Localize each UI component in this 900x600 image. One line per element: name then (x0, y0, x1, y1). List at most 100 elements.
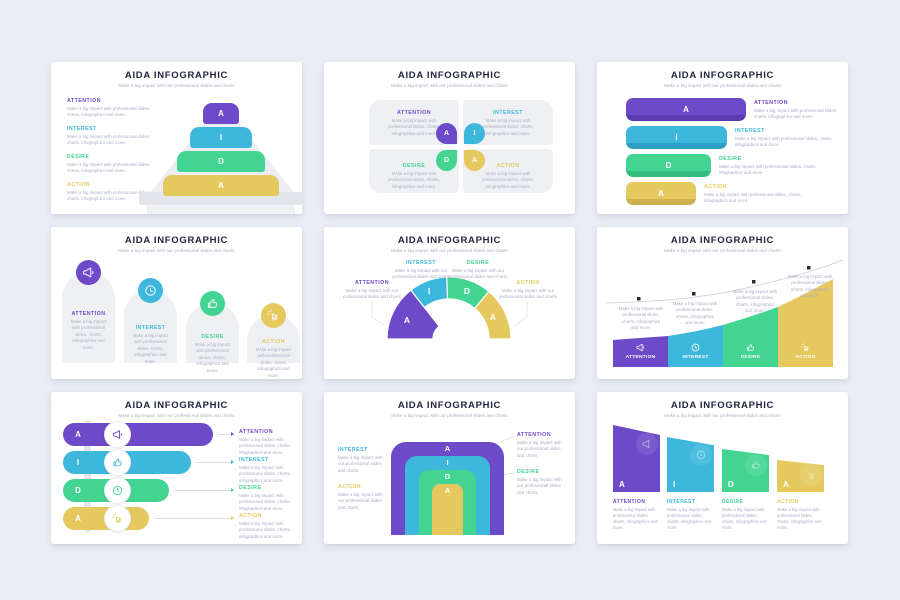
point-desc-interest: Make a big impact with professional slid… (672, 301, 718, 326)
step-label: ACTION (496, 163, 520, 169)
slide-pyramid[interactable]: AIDA INFOGRAPHIC Make a big impact with … (51, 62, 302, 214)
step-desc: Make a big impact with professional slid… (255, 347, 292, 378)
step-block-interest: INTEREST Make a big impact with professi… (667, 499, 714, 531)
step-label: ATTENTION (67, 98, 101, 104)
step-block-interest: INTEREST Make a big impact with our prof… (391, 260, 451, 281)
step-block-interest: INTEREST Make a big impact with professi… (239, 457, 297, 484)
step-label: ACTION (261, 339, 285, 345)
slide-half-donut[interactable]: AIDA INFOGRAPHIC Make a big impact with … (324, 227, 575, 379)
step-block-attention: ATTENTION Make a big impact with profess… (239, 429, 297, 456)
step-desc: Make a big impact with professional slid… (754, 108, 838, 120)
step-label: ATTENTION (613, 499, 646, 505)
slide-quadrants[interactable]: AIDA INFOGRAPHIC Make a big impact with … (324, 62, 575, 214)
slide-funnel-bars[interactable]: AIDA INFOGRAPHIC Make a big impact with … (597, 62, 848, 214)
quadrant-attention: ATTENTION Make a big impact with profess… (369, 100, 459, 145)
petal-action: A (464, 150, 485, 171)
step-label: INTEREST (493, 110, 523, 116)
step-block-interest: INTEREST Make a big impact with professi… (67, 126, 151, 147)
bar-letter: D (75, 486, 81, 495)
slide-pill-bars[interactable]: AIDA INFOGRAPHIC Make a big impact with … (51, 392, 302, 544)
step-label: ACTION (338, 484, 362, 490)
arc-letter-desire: D (463, 286, 471, 296)
slide-subtitle: Make a big impact with our professional … (118, 82, 235, 88)
block-action (777, 460, 824, 492)
step-label: DESIRE (722, 499, 744, 505)
step-desc: Make a big impact with our professional … (338, 492, 383, 510)
point-desc-desire: Make a big impact with professional slid… (732, 289, 778, 314)
slide-stair-blocks[interactable]: AIDA INFOGRAPHIC Make a big impact with … (597, 392, 848, 544)
megaphone-icon (104, 421, 131, 448)
step-label: ATTENTION (239, 429, 273, 435)
slide-subtitle: Make a big impact with our professional … (391, 82, 508, 88)
step-desc: Make a big impact with professional slid… (67, 106, 151, 118)
step-desc: Make a big impact with professional slid… (722, 507, 767, 531)
step-label: ATTENTION (517, 432, 551, 438)
clock-icon (138, 278, 163, 303)
slide-arch-columns[interactable]: AIDA INFOGRAPHIC Make a big impact with … (51, 227, 302, 379)
slide-subtitle: Make a big impact with our professional … (391, 412, 508, 418)
petal-desire: D (436, 150, 457, 171)
step-desc: Make a big impact with our professional … (517, 440, 562, 458)
slide-growth-curve[interactable]: AIDA INFOGRAPHIC Make a big impact with … (597, 227, 848, 379)
funnel-bar-desire (626, 154, 711, 177)
step-label: DESIRE (239, 485, 262, 491)
megaphone-icon (636, 433, 658, 455)
step-label: INTEREST (239, 457, 269, 463)
step-desc: Make a big impact with professional slid… (388, 171, 440, 189)
step-desc: Make a big impact with our professional … (517, 477, 562, 495)
step-desc: Make a big impact with professional slid… (388, 118, 440, 136)
step-label: INTEREST (67, 126, 97, 132)
pyramid-tier-interest (190, 127, 252, 148)
step-block-attention: ATTENTION Make a big impact with profess… (754, 100, 840, 121)
slide-subtitle: Make a big impact with our professional … (391, 247, 508, 253)
cursor-click-icon (800, 342, 811, 353)
cursor-click-icon (800, 464, 822, 486)
bar-letter: I (675, 133, 678, 142)
petal-attention: A (436, 123, 457, 144)
slide-title: AIDA INFOGRAPHIC (124, 235, 229, 246)
band-label-interest: INTEREST (682, 355, 709, 360)
slide-title: AIDA INFOGRAPHIC (124, 70, 229, 81)
step-label: ATTENTION (397, 110, 431, 116)
step-label: INTEREST (667, 499, 696, 505)
thumbs-up-icon (745, 342, 756, 353)
pyramid-tier-desire (177, 151, 265, 172)
step-desc: Make a big impact with professional slid… (67, 134, 151, 146)
step-label: ACTION (777, 499, 799, 505)
pyramid-base-lower (147, 205, 295, 214)
step-desc: Make a big impact with professional slid… (482, 171, 534, 189)
step-label: ACTION (239, 513, 263, 519)
step-desc: Make a big impact with professional slid… (239, 465, 291, 483)
block-desire (722, 449, 769, 492)
block-letter: A (783, 480, 789, 489)
cursor-click-icon (261, 303, 286, 328)
arc-letter-attention: A (403, 315, 411, 325)
step-label: ACTION (704, 184, 728, 190)
tier-letter: I (219, 133, 223, 142)
nest-letter-action: A (444, 486, 451, 495)
slide-title: AIDA INFOGRAPHIC (397, 400, 502, 411)
step-desc: Make a big impact with professional slid… (239, 493, 291, 511)
pyramid-tier-action (163, 175, 279, 196)
funnel-bar-interest (626, 126, 727, 149)
half-donut-graphic (371, 276, 528, 340)
step-desc: Make a big impact with professional slid… (67, 190, 151, 202)
block-attention (613, 425, 660, 492)
bar-letter: D (665, 161, 672, 170)
step-desc: Make a big impact with professional slid… (482, 118, 534, 136)
slide-title: AIDA INFOGRAPHIC (670, 70, 775, 81)
step-label: ATTENTION (71, 311, 106, 317)
step-label: ATTENTION (754, 100, 788, 106)
step-desc: Make a big impact with professional slid… (777, 507, 822, 531)
point-desc-action: Make a big impact with professional slid… (787, 274, 833, 299)
step-label: INTEREST (406, 260, 436, 266)
cursor-click-icon (104, 505, 131, 532)
step-block-interest: INTEREST Make a big impact with our prof… (338, 447, 390, 474)
step-desc: Make a big impact with our professional … (449, 268, 507, 280)
slide-subtitle: Make a big impact with our professional … (664, 247, 781, 253)
step-block-interest: INTEREST Make a big impact with professi… (124, 325, 177, 365)
step-block-action: ACTION Make a big impact with our profes… (497, 280, 559, 301)
thumbs-up-icon (104, 449, 131, 476)
slide-nested-squares[interactable]: AIDA INFOGRAPHIC Make a big impact with … (324, 392, 575, 544)
